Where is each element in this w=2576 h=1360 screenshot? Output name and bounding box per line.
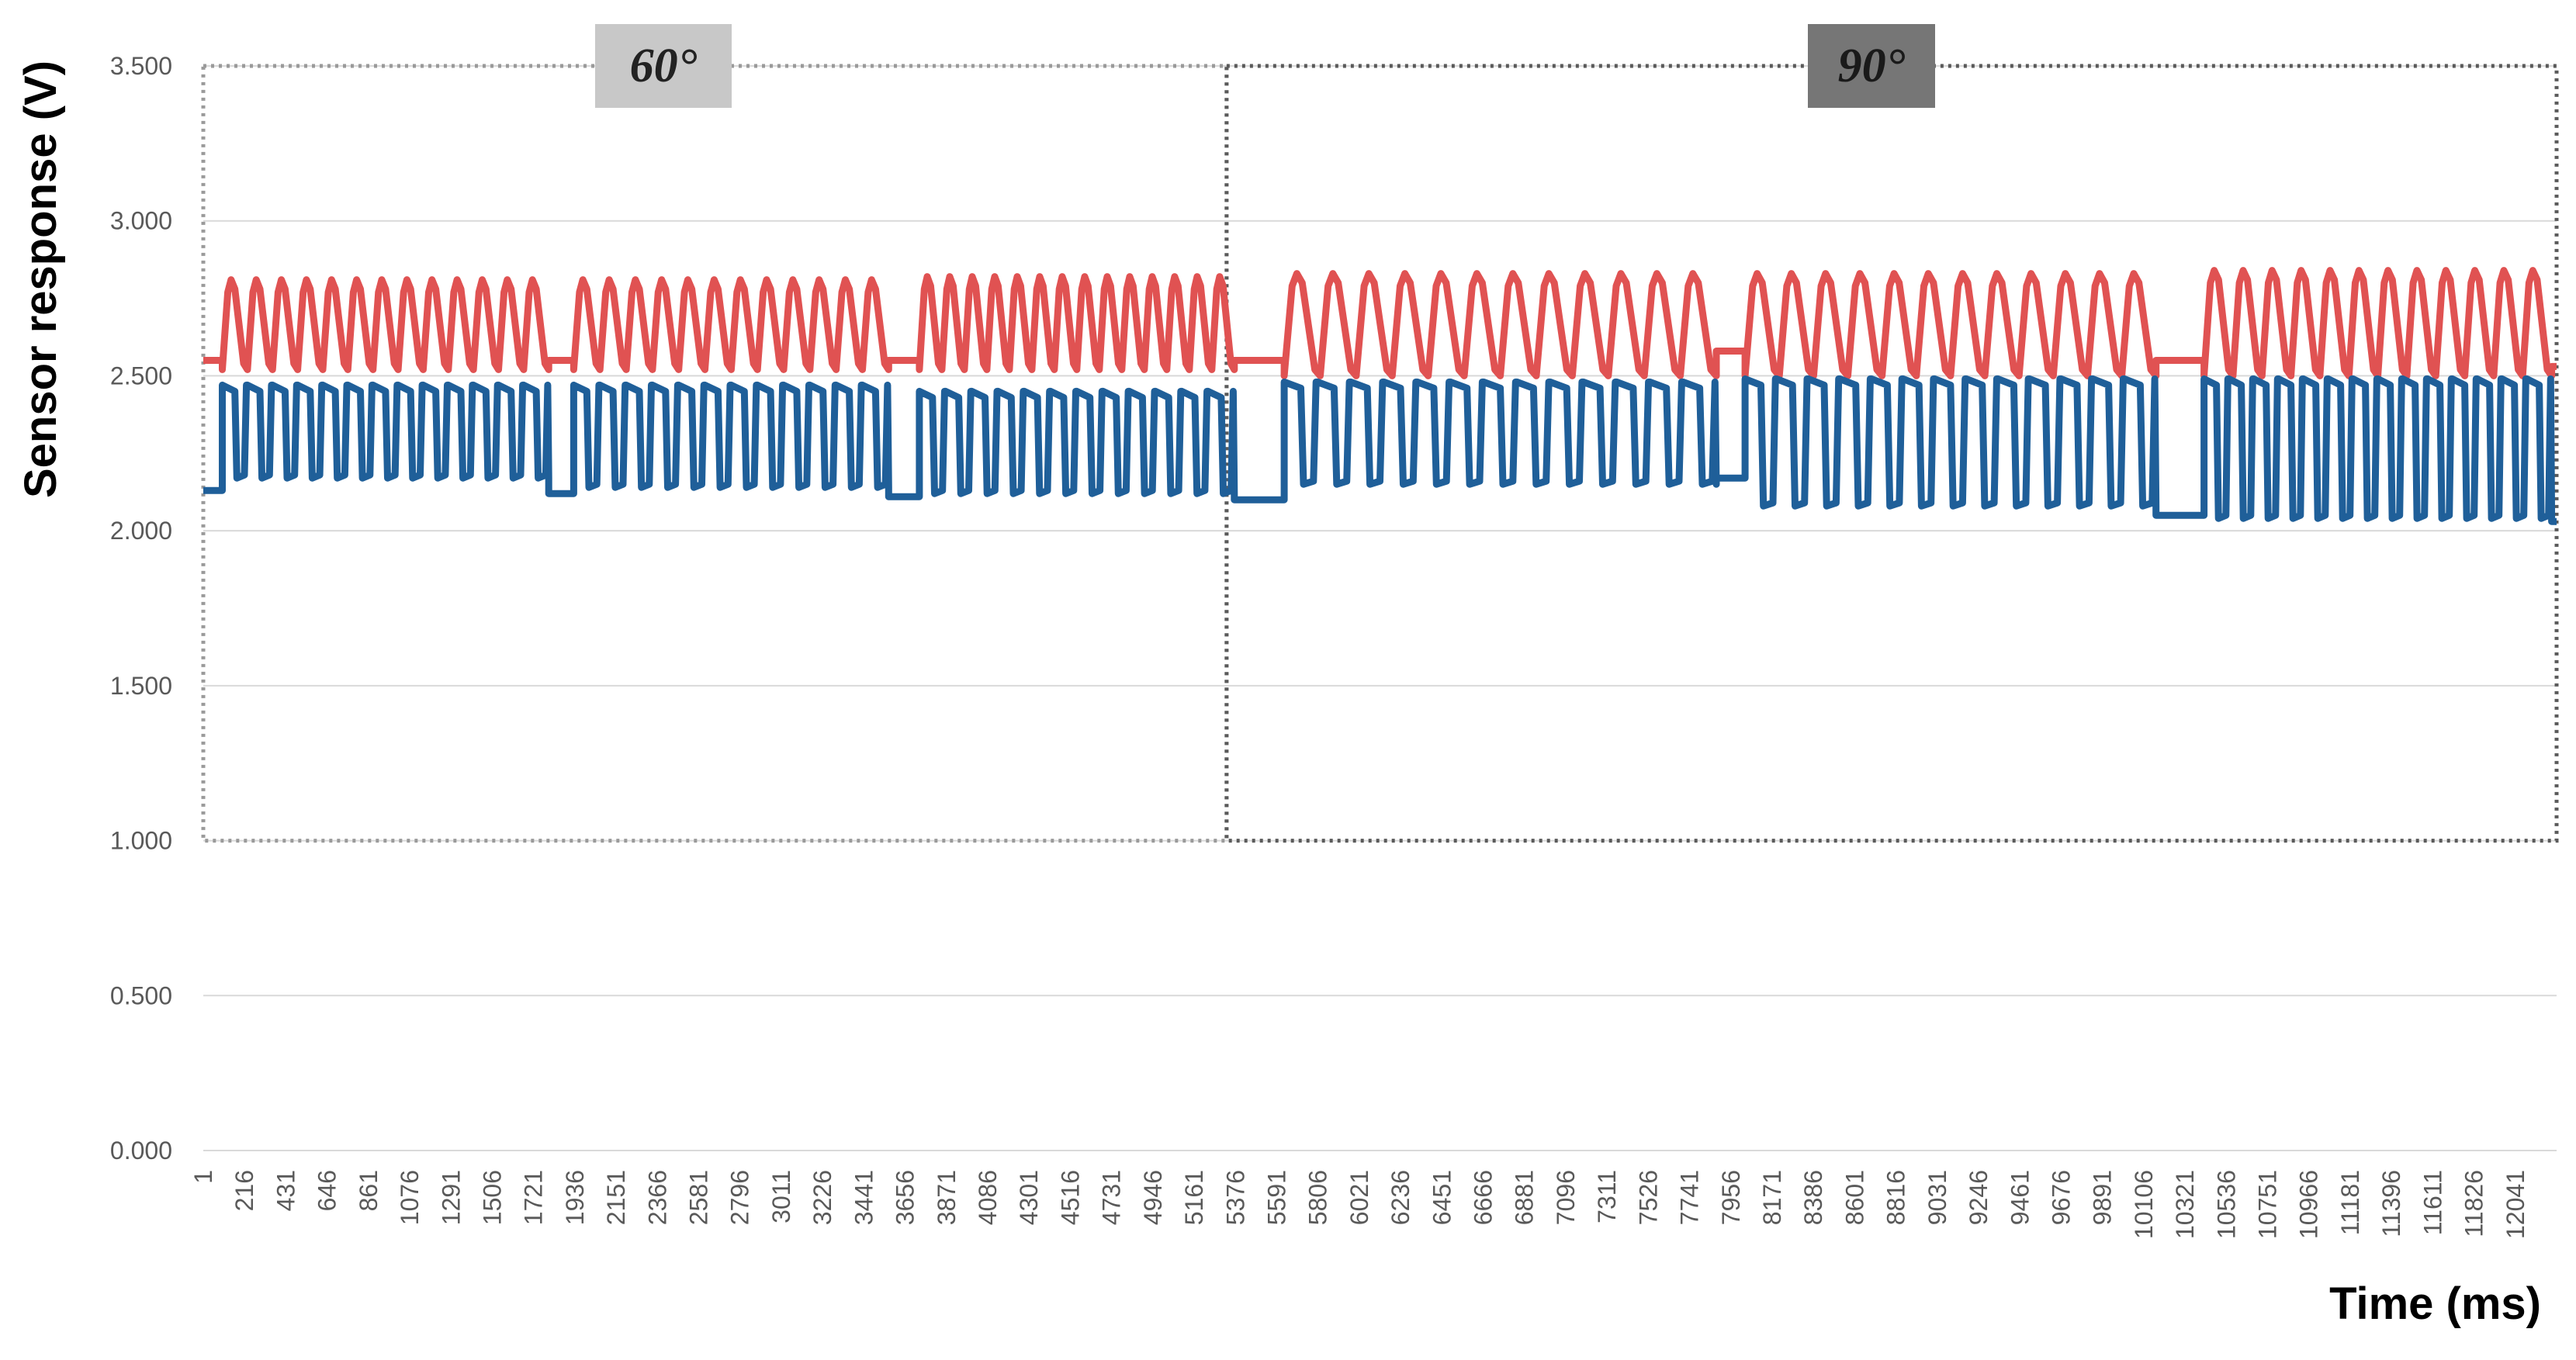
x-tick-label: 7741	[1676, 1170, 1704, 1225]
x-tick-label: 1936	[561, 1170, 589, 1225]
x-tick-label: 2151	[602, 1170, 630, 1225]
y-tick-label: 0.000	[110, 1137, 172, 1164]
x-tick-label: 3871	[933, 1170, 961, 1225]
y-tick-label: 1.000	[110, 827, 172, 855]
x-tick-label: 8601	[1840, 1170, 1868, 1225]
x-tick-label: 3656	[892, 1170, 919, 1225]
x-tick-label: 4301	[1015, 1170, 1043, 1225]
x-tick-label: 1506	[478, 1170, 506, 1225]
angle-regions: 60° 90°	[201, 24, 2559, 843]
gridlines	[203, 65, 2557, 1151]
x-tick-label: 10966	[2295, 1170, 2323, 1239]
x-tick-label: 10106	[2130, 1170, 2158, 1239]
x-tick-label: 5161	[1180, 1170, 1208, 1225]
x-tick-label: 10751	[2254, 1170, 2282, 1239]
x-tick-label: 8171	[1758, 1170, 1786, 1225]
y-tick-label: 2.500	[110, 362, 172, 389]
x-tick-label: 3011	[767, 1170, 795, 1223]
x-tick-label: 1721	[520, 1170, 548, 1225]
y-axis-title: Sensor response (V)	[16, 61, 66, 498]
y-tick-label: 0.500	[110, 981, 172, 1009]
x-tick-label: 216	[230, 1170, 258, 1211]
region-label: 60°	[630, 40, 698, 92]
x-tick-label: 2796	[726, 1170, 754, 1225]
x-tick-label: 5591	[1262, 1170, 1290, 1225]
x-axis-title: Time (ms)	[2329, 1279, 2541, 1329]
x-tick-label: 11396	[2377, 1170, 2405, 1237]
x-tick-label: 6451	[1428, 1170, 1456, 1225]
x-tick-label: 7526	[1634, 1170, 1662, 1225]
x-tick-label: 11611	[2418, 1170, 2446, 1235]
x-tick-label: 646	[313, 1170, 341, 1211]
x-tick-label: 4516	[1056, 1170, 1084, 1225]
x-tick-label: 1	[189, 1170, 217, 1184]
x-tick-label: 9676	[2047, 1170, 2075, 1225]
data-series	[203, 267, 2557, 525]
series-top-line	[203, 267, 2557, 379]
x-tick-label: 6236	[1387, 1170, 1414, 1225]
region-label-box	[595, 24, 732, 108]
x-tick-label: 9891	[2089, 1170, 2117, 1225]
x-tick-label: 9246	[1965, 1170, 1993, 1225]
x-tick-label: 8386	[1799, 1170, 1827, 1225]
x-tick-label: 7096	[1552, 1170, 1580, 1225]
x-tick-label: 2366	[643, 1170, 671, 1225]
x-tick-label: 3441	[850, 1170, 878, 1225]
x-tick-label: 10321	[2171, 1170, 2199, 1239]
x-tick-label: 861	[355, 1170, 383, 1211]
x-tick-label: 11181	[2336, 1170, 2364, 1235]
region-label: 90°	[1838, 40, 1906, 92]
x-tick-label: 6666	[1470, 1170, 1497, 1225]
series-bottom-line	[203, 375, 2557, 525]
x-tick-label: 11826	[2460, 1170, 2488, 1237]
x-tick-label: 4731	[1098, 1170, 1126, 1225]
x-tick-label: 431	[272, 1170, 299, 1211]
x-tick-label: 2581	[685, 1170, 713, 1225]
y-tick-label: 2.000	[110, 517, 172, 545]
x-tick-label: 6881	[1511, 1170, 1539, 1225]
x-tick-label: 1291	[437, 1170, 465, 1225]
y-tick-label: 1.500	[110, 672, 172, 700]
x-tick-label: 7311	[1593, 1170, 1621, 1223]
x-tick-label: 6021	[1345, 1170, 1373, 1225]
y-tick-label: 3.000	[110, 207, 172, 235]
x-tick-label: 1076	[396, 1170, 424, 1225]
y-tick-label: 3.500	[110, 52, 172, 80]
x-tick-label: 9031	[1923, 1170, 1951, 1225]
x-tick-label: 4086	[974, 1170, 1002, 1225]
x-axis-ticks: 1 216 431 646 861 1076 1291 1506 1721 1936 2151 236…	[189, 1170, 2529, 1239]
region-label-box	[1808, 24, 1935, 108]
x-tick-label: 4946	[1139, 1170, 1167, 1225]
x-tick-label: 5806	[1304, 1170, 1332, 1225]
x-tick-label: 7956	[1717, 1170, 1745, 1225]
x-tick-label: 12041	[2502, 1170, 2529, 1239]
region-frame	[1224, 64, 2559, 843]
x-tick-label: 10536	[2212, 1170, 2240, 1239]
x-tick-label: 3226	[808, 1170, 836, 1225]
y-axis-ticks: 0.000 0.500 1.000 1.500 2.000 2.500 3.000 3.500	[110, 52, 172, 1164]
x-tick-label: 5376	[1221, 1170, 1249, 1225]
x-tick-label: 9461	[2006, 1170, 2034, 1225]
x-tick-label: 8816	[1882, 1170, 1910, 1225]
